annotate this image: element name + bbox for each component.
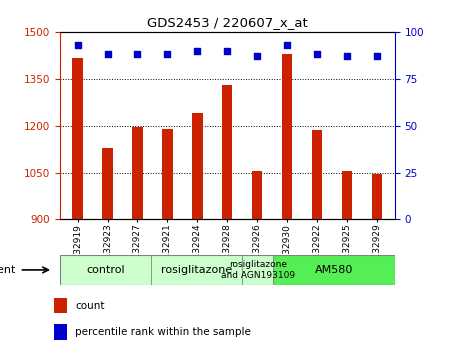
- Bar: [242, 255, 273, 285]
- Text: percentile rank within the sample: percentile rank within the sample: [75, 327, 251, 337]
- Bar: [132, 127, 143, 219]
- Bar: [222, 85, 232, 219]
- Bar: [252, 171, 263, 219]
- Point: [224, 48, 231, 53]
- Text: count: count: [75, 301, 105, 310]
- Bar: [341, 171, 352, 219]
- Bar: [273, 255, 395, 285]
- Point: [373, 53, 381, 59]
- Point: [253, 53, 261, 59]
- Bar: [312, 130, 322, 219]
- Bar: [54, 297, 67, 314]
- Point: [343, 53, 351, 59]
- Bar: [60, 255, 151, 285]
- Bar: [282, 54, 292, 219]
- Point: [134, 52, 141, 57]
- Bar: [102, 148, 113, 219]
- Text: AM580: AM580: [314, 265, 353, 275]
- Text: rosiglitazone
and AGN193109: rosiglitazone and AGN193109: [221, 260, 295, 280]
- Point: [194, 48, 201, 53]
- Point: [74, 42, 81, 48]
- Bar: [192, 113, 202, 219]
- Text: agent: agent: [0, 265, 16, 275]
- Point: [313, 52, 321, 57]
- Bar: [371, 174, 382, 219]
- Text: control: control: [86, 265, 125, 275]
- Point: [283, 42, 291, 48]
- Title: GDS2453 / 220607_x_at: GDS2453 / 220607_x_at: [147, 16, 308, 29]
- Bar: [162, 129, 173, 219]
- Bar: [151, 255, 242, 285]
- Text: rosiglitazone: rosiglitazone: [161, 265, 232, 275]
- Bar: [73, 58, 83, 219]
- Point: [104, 52, 111, 57]
- Bar: [54, 324, 67, 340]
- Point: [164, 52, 171, 57]
